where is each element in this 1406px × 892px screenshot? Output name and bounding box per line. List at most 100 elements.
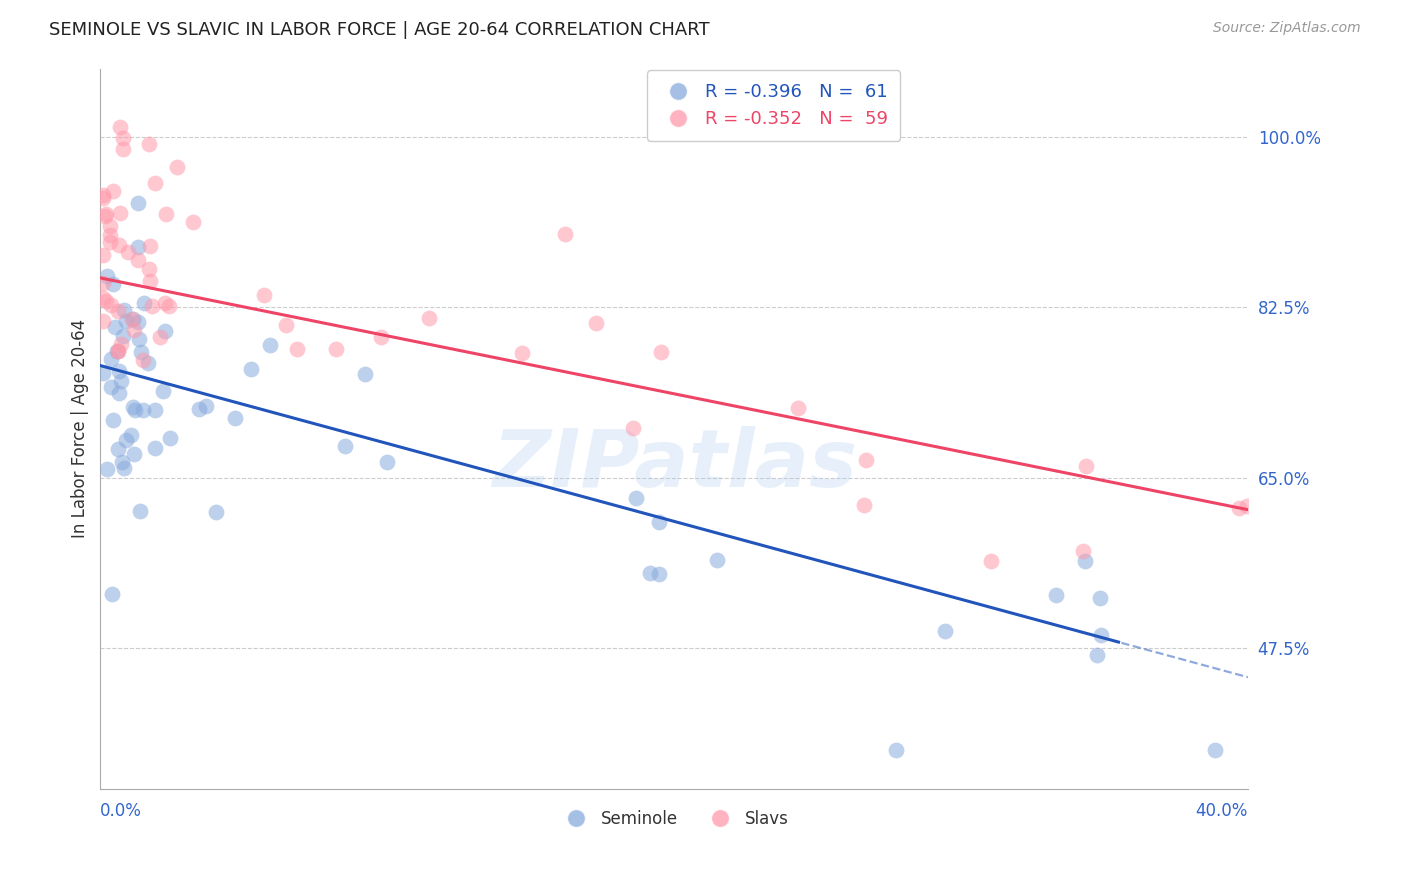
Point (143, 176, 166, 190)
Point (100, 298, 122, 312)
Point (127, 195, 149, 210)
Point (112, 461, 135, 475)
Point (96, 269, 118, 284)
Point (101, 184, 124, 198)
Point (152, 384, 174, 398)
Point (159, 431, 181, 445)
Point (96, 462, 118, 476)
Point (648, 515, 671, 529)
Point (195, 399, 218, 413)
Point (127, 240, 149, 254)
Point (159, 299, 181, 313)
Point (117, 245, 139, 260)
Point (110, 120, 132, 134)
Point (285, 342, 308, 356)
Point (121, 311, 143, 326)
Point (91, 291, 114, 305)
Point (141, 299, 163, 313)
Point (100, 586, 122, 600)
Point (253, 288, 276, 302)
Point (276, 318, 298, 333)
Point (1074, 554, 1097, 568)
Point (852, 498, 875, 512)
Point (112, 303, 135, 318)
Point (124, 403, 146, 417)
Point (1076, 459, 1098, 474)
Point (112, 131, 135, 145)
Point (112, 329, 135, 343)
Text: 40.0%: 40.0% (1195, 802, 1249, 820)
Text: 0.0%: 0.0% (100, 802, 142, 820)
Point (93, 188, 115, 202)
Point (107, 386, 129, 401)
Point (98, 219, 121, 233)
Point (325, 343, 347, 357)
Point (638, 566, 661, 581)
Legend: Seminole, Slavs: Seminole, Slavs (553, 804, 796, 835)
Point (91, 276, 114, 290)
Point (115, 313, 138, 327)
Point (132, 295, 155, 310)
Point (110, 374, 132, 388)
Point (648, 567, 671, 582)
Y-axis label: In Labor Force | Age 20-64: In Labor Force | Age 20-64 (72, 319, 89, 539)
Point (624, 491, 647, 506)
Point (110, 206, 132, 220)
Point (104, 320, 127, 334)
Point (129, 504, 152, 518)
Point (107, 238, 129, 252)
Point (98, 227, 121, 242)
Point (149, 330, 172, 344)
Point (166, 160, 188, 174)
Point (650, 344, 672, 359)
Point (103, 413, 125, 427)
Point (585, 316, 607, 330)
Point (138, 262, 160, 277)
Point (333, 439, 356, 453)
Point (122, 312, 145, 326)
Point (155, 206, 177, 220)
Point (205, 505, 228, 519)
Point (105, 343, 128, 358)
Point (153, 296, 176, 310)
Point (1088, 591, 1111, 606)
Point (621, 420, 644, 434)
Point (855, 453, 877, 467)
Point (375, 455, 398, 469)
Point (259, 338, 281, 352)
Point (91, 248, 114, 262)
Point (128, 332, 150, 346)
Point (138, 137, 160, 152)
Text: Source: ZipAtlas.com: Source: ZipAtlas.com (1213, 21, 1361, 36)
Point (107, 343, 129, 358)
Point (187, 401, 209, 416)
Point (101, 277, 124, 292)
Point (112, 142, 135, 156)
Point (122, 323, 145, 337)
Point (115, 433, 138, 447)
Point (143, 402, 166, 417)
Point (91, 366, 114, 380)
Point (138, 275, 160, 289)
Point (224, 410, 246, 425)
Point (100, 351, 122, 366)
Point (111, 455, 134, 469)
Point (94, 293, 117, 308)
Point (120, 428, 142, 442)
Point (240, 362, 263, 376)
Point (706, 553, 728, 567)
Point (96, 207, 118, 221)
Point (1204, 743, 1226, 757)
Point (980, 553, 1002, 567)
Point (143, 442, 166, 456)
Point (353, 367, 375, 381)
Point (129, 345, 152, 359)
Point (370, 329, 392, 343)
Point (1236, 499, 1258, 513)
Point (107, 442, 129, 456)
Point (1045, 588, 1067, 602)
Point (554, 227, 576, 242)
Point (1071, 543, 1094, 558)
Point (418, 311, 440, 326)
Point (181, 215, 204, 229)
